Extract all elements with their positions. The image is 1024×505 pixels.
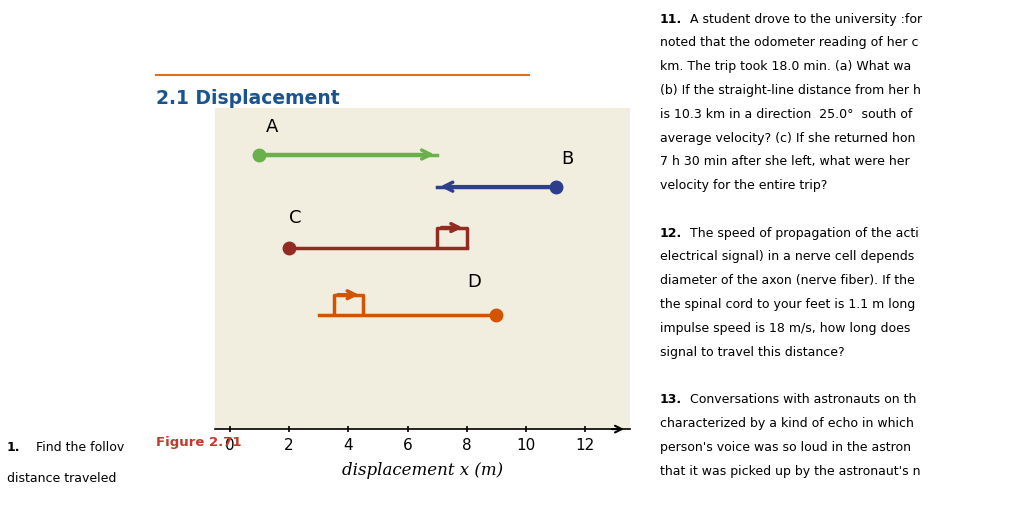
- Text: signal to travel this distance?: signal to travel this distance?: [659, 345, 845, 358]
- Text: 2.1 Displacement: 2.1 Displacement: [156, 88, 339, 108]
- Text: 7 h 30 min after she left, what were her: 7 h 30 min after she left, what were her: [659, 155, 909, 168]
- Text: 1.: 1.: [6, 440, 20, 453]
- Text: A: A: [265, 118, 278, 136]
- Text: Conversations with astronauts on th: Conversations with astronauts on th: [686, 392, 916, 406]
- Text: impulse speed is 18 m/s, how long does: impulse speed is 18 m/s, how long does: [659, 321, 910, 334]
- Text: (b) If the straight-line distance from her h: (b) If the straight-line distance from h…: [659, 84, 921, 97]
- Text: B: B: [561, 150, 573, 168]
- Text: diameter of the axon (nerve fiber). If the: diameter of the axon (nerve fiber). If t…: [659, 274, 914, 287]
- Text: person's voice was so loud in the astron: person's voice was so loud in the astron: [659, 440, 910, 453]
- Text: Figure 2.71: Figure 2.71: [156, 435, 241, 448]
- Text: average velocity? (c) If she returned hon: average velocity? (c) If she returned ho…: [659, 131, 915, 144]
- Text: 12.: 12.: [659, 226, 682, 239]
- Text: km. The trip took 18.0 min. (a) What wa: km. The trip took 18.0 min. (a) What wa: [659, 60, 911, 73]
- Text: distance traveled: distance traveled: [6, 471, 116, 484]
- Text: noted that the odometer reading of her c: noted that the odometer reading of her c: [659, 36, 919, 49]
- Text: 13.: 13.: [659, 392, 682, 406]
- X-axis label: displacement x (m): displacement x (m): [342, 461, 503, 478]
- Text: A student drove to the university :for: A student drove to the university :for: [686, 13, 922, 26]
- Text: the spinal cord to your feet is 1.1 m long: the spinal cord to your feet is 1.1 m lo…: [659, 297, 915, 311]
- Text: velocity for the entire trip?: velocity for the entire trip?: [659, 179, 827, 192]
- Text: The speed of propagation of the acti: The speed of propagation of the acti: [686, 226, 919, 239]
- Text: is 10.3 km in a direction  25.0°  south of: is 10.3 km in a direction 25.0° south of: [659, 108, 912, 121]
- Text: D: D: [467, 272, 480, 290]
- Text: C: C: [289, 208, 302, 226]
- Text: Find the follov: Find the follov: [36, 440, 124, 453]
- Text: that it was picked up by the astronaut's n: that it was picked up by the astronaut's…: [659, 464, 921, 477]
- Text: Problems & Exercises: Problems & Exercises: [174, 48, 351, 63]
- Text: 11.: 11.: [659, 13, 682, 26]
- Text: electrical signal) in a nerve cell depends: electrical signal) in a nerve cell depen…: [659, 250, 914, 263]
- Text: characterized by a kind of echo in which: characterized by a kind of echo in which: [659, 416, 913, 429]
